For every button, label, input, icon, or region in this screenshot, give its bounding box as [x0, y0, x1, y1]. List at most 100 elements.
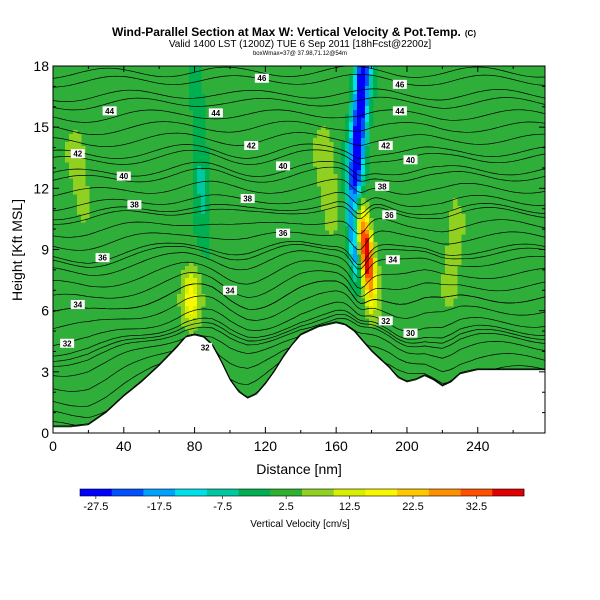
isentrope-line — [53, 309, 545, 357]
w-cell — [77, 174, 82, 179]
w-cell — [373, 74, 378, 79]
w-cell — [349, 142, 354, 147]
w-cell — [369, 82, 374, 87]
w-cell — [185, 290, 190, 295]
y-tick-label: 3 — [41, 364, 49, 380]
w-cell — [377, 314, 382, 319]
isentrope-line — [53, 290, 545, 330]
w-cell — [201, 110, 206, 115]
isentrope-label: 38 — [375, 181, 390, 191]
w-cell — [445, 302, 450, 307]
w-cell — [205, 218, 210, 223]
w-cell — [361, 174, 366, 179]
isentrope-label: 36 — [95, 253, 110, 263]
w-cell — [197, 218, 202, 223]
w-cell — [369, 222, 374, 227]
w-cell — [349, 214, 354, 219]
w-cell — [353, 190, 358, 195]
w-cell — [373, 70, 378, 75]
w-cell — [85, 190, 90, 195]
w-cell — [345, 242, 350, 247]
w-cell — [197, 158, 202, 163]
w-cell — [349, 166, 354, 171]
w-cell — [181, 306, 186, 311]
w-cell — [181, 298, 186, 303]
isentrope-label: 36 — [276, 228, 291, 238]
w-cell — [369, 218, 374, 223]
isentrope-labels: 30 32 32 32 34 34 34 36 36 36 38 38 38 40 40 40 42 42 42 44… — [60, 73, 418, 352]
w-cell — [361, 78, 366, 83]
isentrope-label: 38 — [240, 194, 255, 204]
w-cell — [361, 186, 366, 191]
w-cell — [345, 162, 350, 167]
w-cell — [361, 234, 366, 239]
w-cell — [205, 226, 210, 231]
w-cell — [193, 322, 198, 327]
w-cell — [197, 86, 202, 91]
w-cell — [193, 98, 198, 103]
w-cell — [461, 226, 466, 231]
w-cell — [81, 178, 86, 183]
w-cell — [205, 234, 210, 239]
w-cell — [325, 218, 330, 223]
w-cell — [345, 186, 350, 191]
w-cell — [449, 234, 454, 239]
w-cell — [353, 246, 358, 251]
w-cell — [205, 214, 210, 219]
w-cell — [185, 282, 190, 287]
w-cell — [369, 302, 374, 307]
w-cell — [357, 158, 362, 163]
w-cell — [365, 238, 370, 243]
w-cell — [353, 222, 358, 227]
w-cell — [197, 142, 202, 147]
isentrope-label: 40 — [403, 155, 418, 165]
w-cell — [353, 166, 358, 171]
w-cell — [349, 162, 354, 167]
colorbar-swatch — [270, 489, 303, 496]
w-cell — [445, 290, 450, 295]
w-cell — [321, 154, 326, 159]
x-tick-label: 160 — [324, 438, 348, 454]
w-cell — [445, 282, 450, 287]
w-cell — [197, 106, 202, 111]
w-cell — [365, 150, 370, 155]
w-cell — [345, 126, 350, 131]
colorbar-swatch — [428, 489, 461, 496]
vertical-velocity-field — [65, 66, 466, 335]
w-cell — [349, 282, 354, 287]
w-cell — [189, 306, 194, 311]
svg-text:42: 42 — [73, 150, 82, 159]
w-cell — [345, 238, 350, 243]
w-cell — [361, 246, 366, 251]
w-cell — [453, 278, 458, 283]
w-cell — [193, 230, 198, 235]
w-cell — [333, 186, 338, 191]
w-cell — [369, 266, 374, 271]
w-cell — [333, 210, 338, 215]
w-cell — [189, 82, 194, 87]
w-cell — [181, 294, 186, 299]
w-cell — [69, 138, 74, 143]
w-cell — [453, 226, 458, 231]
w-cell — [321, 162, 326, 167]
w-cell — [77, 206, 82, 211]
w-cell — [201, 118, 206, 123]
w-cell — [193, 122, 198, 127]
w-cell — [325, 186, 330, 191]
isentrope-label: 34 — [222, 285, 237, 295]
w-cell — [353, 242, 358, 247]
w-cell — [369, 238, 374, 243]
isentrope-line — [53, 218, 545, 238]
w-cell — [365, 270, 370, 275]
w-cell — [377, 282, 382, 287]
w-cell — [373, 302, 378, 307]
w-cell — [321, 170, 326, 175]
isentrope-label: 44 — [208, 108, 223, 118]
w-cell — [445, 246, 450, 251]
w-cell — [193, 298, 198, 303]
w-cell — [365, 302, 370, 307]
w-cell — [357, 194, 362, 199]
w-cell — [361, 98, 366, 103]
w-cell — [377, 266, 382, 271]
w-cell — [349, 238, 354, 243]
